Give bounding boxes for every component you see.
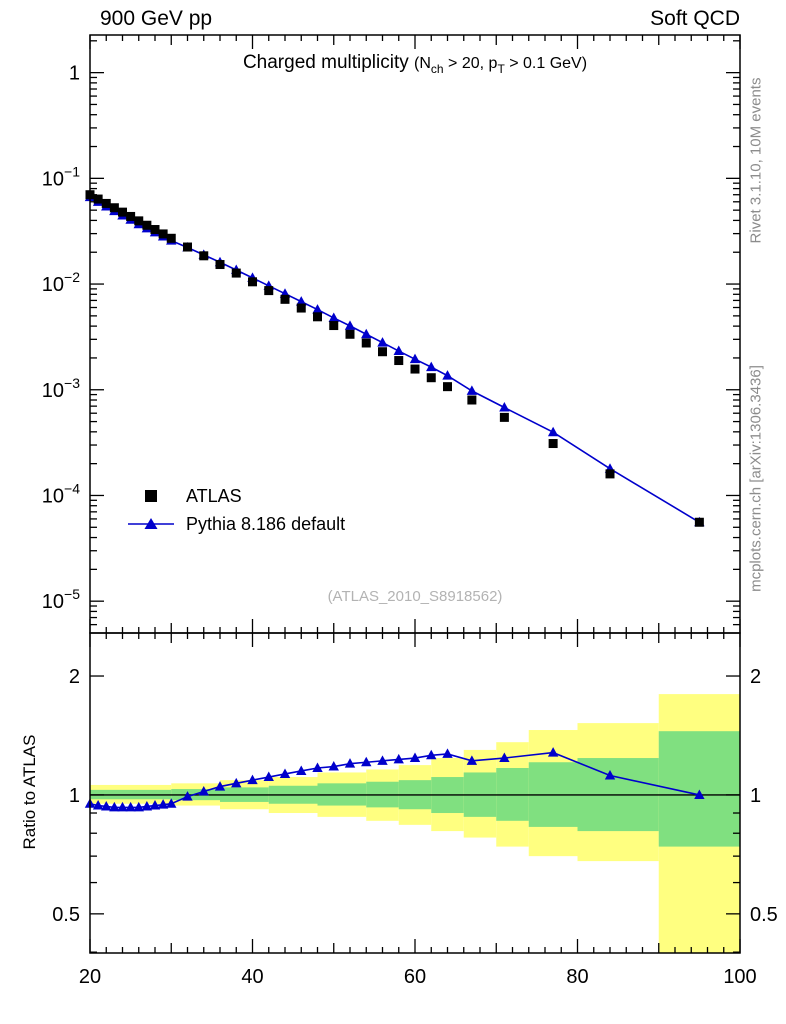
svg-text:2: 2 [750,666,761,688]
svg-text:1: 1 [750,785,761,807]
plot-title: Charged multiplicity (Nch > 20, pT > 0.1… [90,52,740,76]
svg-text:10−1: 10−1 [42,163,80,190]
main-panel-frame [89,34,741,634]
ratio-panel-frame [89,632,741,954]
pythia-ratio-series [84,747,705,812]
ratio-uncertainty-bands [90,694,740,953]
legend-item-pythia: Pythia 8.186 default [128,510,345,538]
svg-text:0.5: 0.5 [52,904,80,926]
plot-title-cut: (Nch > 20, pT > 0.1 GeV) [414,55,588,76]
plot-title-main: Charged multiplicity [242,52,409,73]
svg-text:10−2: 10−2 [42,269,80,296]
legend-item-atlas: ATLAS [128,482,345,510]
atlas-marker-icon [128,488,174,504]
svg-text:100: 100 [723,966,756,988]
rivet-version-note: Rivet 3.1.10, 10M events [747,77,765,244]
legend: ATLAS Pythia 8.186 default [128,482,345,538]
svg-text:1: 1 [69,785,80,807]
pythia-marker-icon [128,516,174,532]
svg-text:1: 1 [69,63,80,85]
ratio-axis-title: Ratio to ATLAS [20,734,39,850]
svg-text:40: 40 [241,966,263,988]
subscript-pt: T [497,62,505,76]
analysis-id-watermark: (ATLAS_2010_S8918562) [327,588,503,605]
svg-text:20: 20 [79,966,101,988]
svg-text:10−3: 10−3 [42,375,80,402]
svg-text:80: 80 [566,966,588,988]
subscript-nch: ch [430,62,444,76]
atlas-markers-main [85,190,704,527]
svg-text:60: 60 [404,966,426,988]
legend-label-atlas: ATLAS [186,485,242,506]
legend-label-pythia: Pythia 8.186 default [186,513,346,534]
svg-text:10−5: 10−5 [42,586,80,613]
process-group-label: Soft QCD [650,7,740,30]
beam-energy-label: 900 GeV pp [100,7,213,30]
svg-text:0.5: 0.5 [750,904,778,926]
svg-text:2: 2 [69,666,80,688]
axis-tick-labels: 1 10−1 10−2 10−3 10−4 10−5 0.5 0.5 1 1 2 2 20 40 60 80 1… [42,63,778,988]
mcplots-reference-note: mcplots.cern.ch [arXiv:1306.3436] [747,365,765,592]
svg-text:10−4: 10−4 [42,480,80,507]
